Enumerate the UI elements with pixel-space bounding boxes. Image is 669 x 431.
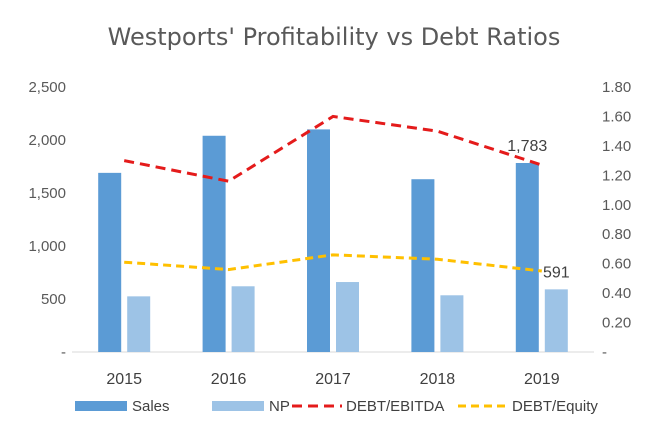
bar-np-2016 [231,286,255,352]
legend-swatch-sales [75,401,127,411]
right-axis-tick-label: 1.00 [602,197,631,214]
category-label: 2019 [524,371,560,388]
right-axis-tick-label: - [602,344,607,361]
left-axis-tick-label: - [61,344,66,361]
line-series [123,114,543,273]
chart-title: Westports' Profitability vs Debt Ratios [108,23,561,51]
bar-np-2019 [544,289,568,352]
left-axis-tick-label: 1,500 [28,185,66,202]
left-axis-tick-label: 1,000 [28,238,66,255]
right-axis-tick-label: 0.40 [602,285,631,302]
right-axis-tick-label: 0.80 [602,226,631,243]
bar-np-2018 [440,295,464,352]
legend-label: DEBT/EBITDA [346,398,444,415]
bar-series [98,129,568,352]
category-label: 2017 [315,371,351,388]
left-axis-tick-label: 2,000 [28,132,66,149]
right-axis-tick-label: 0.60 [602,256,631,273]
category-label: 2015 [106,371,142,388]
bar-sales-2016 [202,135,226,352]
legend: Sales NP DEBT/EBITDA DEBT/Equity [75,398,598,415]
right-axis-tick-label: 1.40 [602,138,631,155]
legend-label: DEBT/Equity [512,398,598,415]
bar-sales-2015 [98,172,122,352]
line-debt-equity [124,253,542,273]
category-axis: 2015 2016 2017 2018 2019 [106,371,559,388]
left-axis-tick-label: 500 [41,291,66,308]
right-axis-tick-label: 0.20 [602,315,631,332]
data-label-np: 591 [543,264,570,281]
right-axis-tick-label: 1.60 [602,108,631,125]
right-axis-tick-label: 1.20 [602,167,631,184]
legend-label: NP [269,398,290,415]
line-debt-ebitda [123,114,543,183]
category-label: 2016 [211,371,247,388]
bar-sales-2017 [307,129,330,352]
right-axis: - 0.20 0.40 0.60 0.80 1.00 1.20 1.40 1.60 1.80 [602,79,631,361]
legend-swatch-np [212,401,264,411]
data-label-sales: 1,783 [507,138,547,155]
data-labels: 1,783 591 [507,138,569,281]
bar-sales-2018 [411,179,435,352]
left-axis-tick-label: 2,500 [28,79,66,96]
bar-np-2017 [336,282,359,352]
bar-np-2015 [127,296,151,352]
category-label: 2018 [420,371,456,388]
legend-label: Sales [132,398,170,415]
bar-sales-2019 [515,163,539,352]
right-axis-tick-label: 1.80 [602,79,631,96]
left-axis: - 500 1,000 1,500 2,000 2,500 [28,79,66,361]
